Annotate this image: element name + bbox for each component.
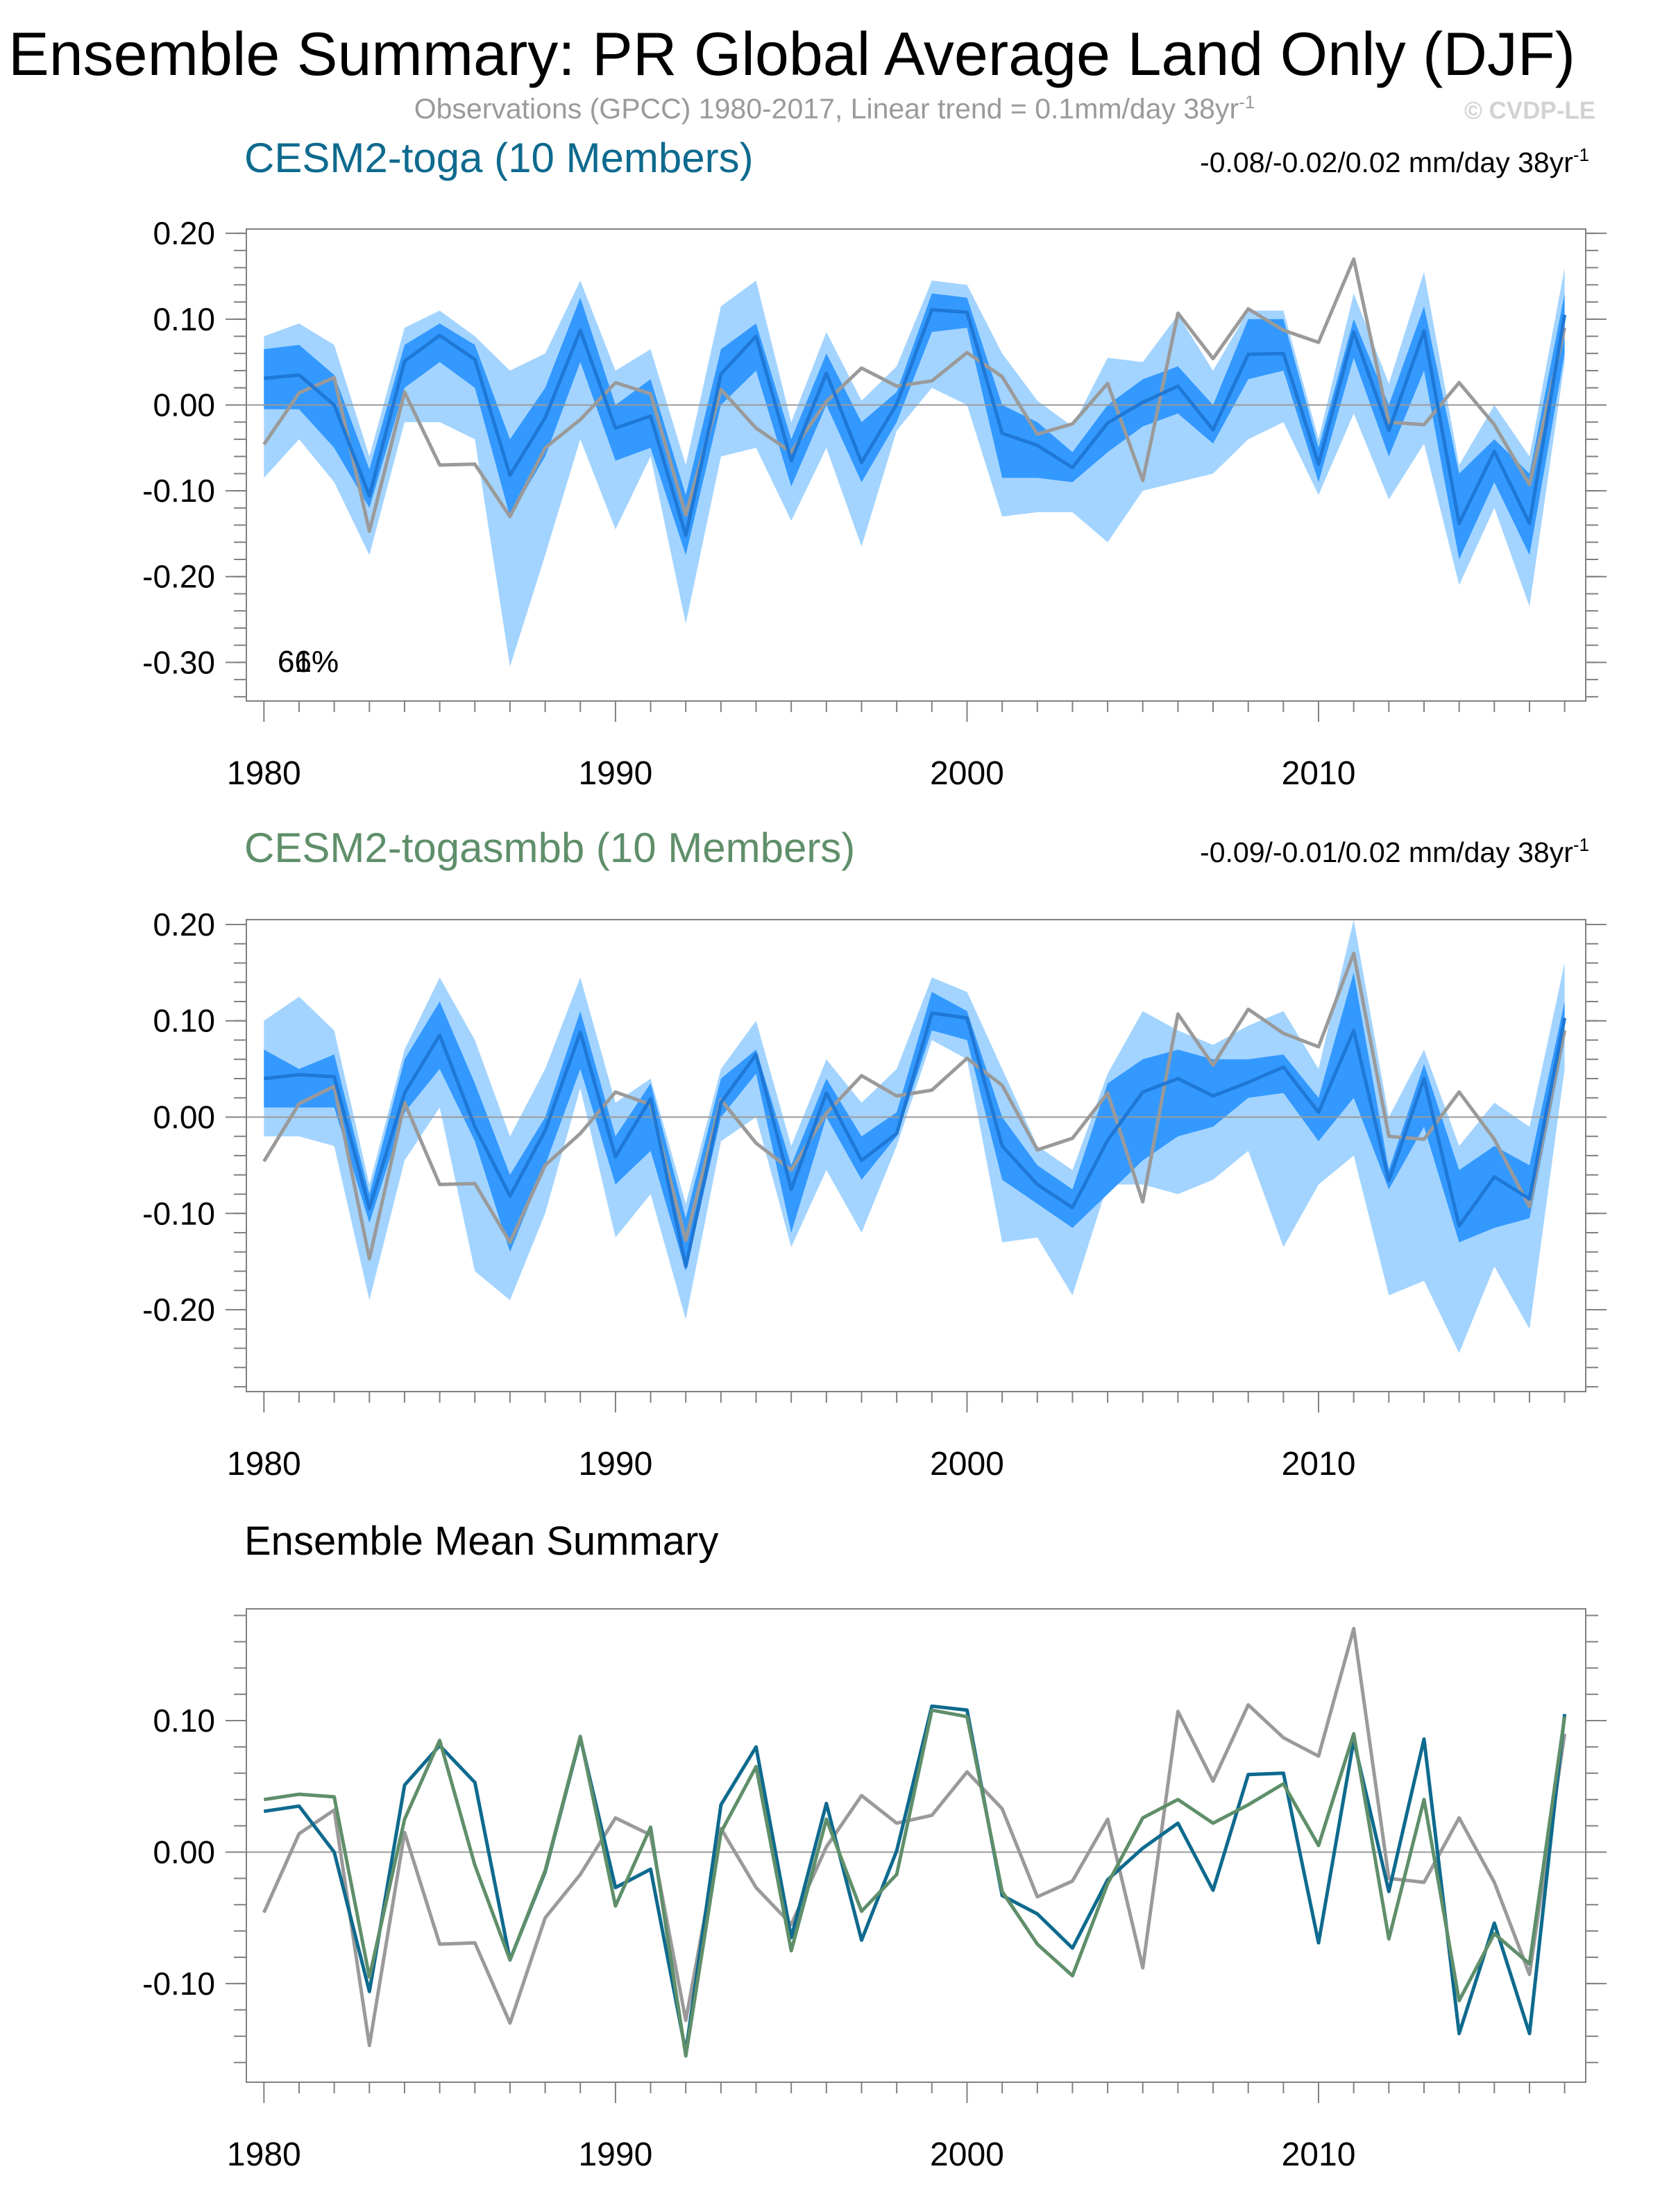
x-tick-label: 2000 bbox=[930, 1446, 1004, 1483]
trend-text: -0.09/-0.01/0.02 mm/day 38yr bbox=[1200, 836, 1573, 868]
x-tick-label: 1990 bbox=[578, 755, 652, 792]
x-tick-label: 1980 bbox=[227, 755, 301, 792]
spread-band-inner bbox=[264, 293, 1565, 559]
subtitle-superscript: -1 bbox=[1239, 92, 1255, 112]
obs-line bbox=[262, 952, 1567, 1260]
spread-band-outer bbox=[264, 920, 1565, 1353]
trend-label: -0.09/-0.01/0.02 mm/day 38yr-1 bbox=[1200, 834, 1589, 868]
y-tick-label: 0.00 bbox=[153, 387, 215, 423]
y-tick-label: 0.10 bbox=[153, 1003, 215, 1039]
trend-text: -0.08/-0.02/0.02 mm/day 38yr bbox=[1200, 146, 1573, 178]
plot-frame bbox=[246, 228, 1586, 702]
plot-area bbox=[246, 920, 1586, 1353]
panel-title: CESM2-togasmbb (10 Members) bbox=[244, 825, 855, 871]
trend-superscript: -1 bbox=[1573, 834, 1589, 855]
x-tick-label: 2010 bbox=[1282, 2136, 1356, 2173]
plot-area bbox=[246, 257, 1586, 667]
page-title: Ensemble Summary: PR Global Average Land… bbox=[8, 19, 1575, 88]
y-tick-label: 0.00 bbox=[153, 1834, 215, 1870]
x-tick-label: 2000 bbox=[930, 755, 1004, 792]
y-tick-label: -0.10 bbox=[142, 473, 215, 509]
series-line-togasmbb bbox=[263, 1708, 1567, 2058]
series-line-obs bbox=[262, 1626, 1567, 2048]
ensemble-mean-line bbox=[264, 307, 1567, 537]
panel-title: CESM2-toga (10 Members) bbox=[244, 135, 754, 181]
series-line-toga bbox=[263, 1704, 1567, 2054]
y-tick-label: 0.00 bbox=[153, 1099, 215, 1135]
x-tick-label: 2010 bbox=[1282, 755, 1356, 792]
x-tick-label: 2010 bbox=[1282, 1446, 1356, 1483]
chart-ensmean: Ensemble Mean Summary 0.10 0.00 -0.10 1980 19… bbox=[142, 1519, 1607, 2173]
trend-superscript: -1 bbox=[1573, 144, 1589, 165]
y-tick-label: 0.10 bbox=[153, 301, 215, 337]
x-tick-label: 1980 bbox=[227, 1446, 301, 1483]
subtitle: Observations (GPCC) 1980-2017, Linear tr… bbox=[0, 92, 1669, 126]
y-tick-label: -0.20 bbox=[142, 1292, 215, 1328]
percent-label: 66% bbox=[278, 645, 339, 679]
spread-band-inner bbox=[264, 972, 1565, 1272]
x-tick-label: 1990 bbox=[578, 1446, 652, 1483]
y-tick-label: -0.10 bbox=[142, 1966, 215, 2002]
y-tick-label: -0.20 bbox=[142, 559, 215, 595]
y-tick-label: 0.20 bbox=[153, 215, 215, 251]
x-tick-label: 1990 bbox=[578, 2136, 652, 2173]
copyright-label: © CVDP-LE bbox=[1464, 97, 1596, 124]
y-tick-label: 0.20 bbox=[153, 906, 215, 943]
plot-area bbox=[246, 1626, 1586, 2058]
chart-toga: CESM2-toga (10 Members) -0.08/-0.02/0.02 … bbox=[142, 135, 1607, 792]
ensemble-mean-line bbox=[264, 1011, 1567, 1269]
trend-label: -0.08/-0.02/0.02 mm/day 38yr-1 bbox=[1200, 144, 1589, 178]
plot-frame bbox=[246, 1608, 1586, 2083]
y-tick-label: -0.30 bbox=[142, 644, 215, 680]
chart-togasmbb: CESM2-togasmbb (10 Members) -0.09/-0.01/0… bbox=[142, 645, 1607, 1483]
panel-title: Ensemble Mean Summary bbox=[244, 1519, 718, 1564]
y-tick-label: 0.10 bbox=[153, 1703, 215, 1739]
y-tick-label: -0.10 bbox=[142, 1195, 215, 1231]
percent-label: 61% bbox=[278, 645, 339, 679]
obs-line bbox=[262, 257, 1567, 533]
x-tick-label: 1980 bbox=[227, 2136, 301, 2173]
x-tick-label: 2000 bbox=[930, 2136, 1004, 2173]
subtitle-text: Observations (GPCC) 1980-2017, Linear tr… bbox=[414, 92, 1239, 125]
